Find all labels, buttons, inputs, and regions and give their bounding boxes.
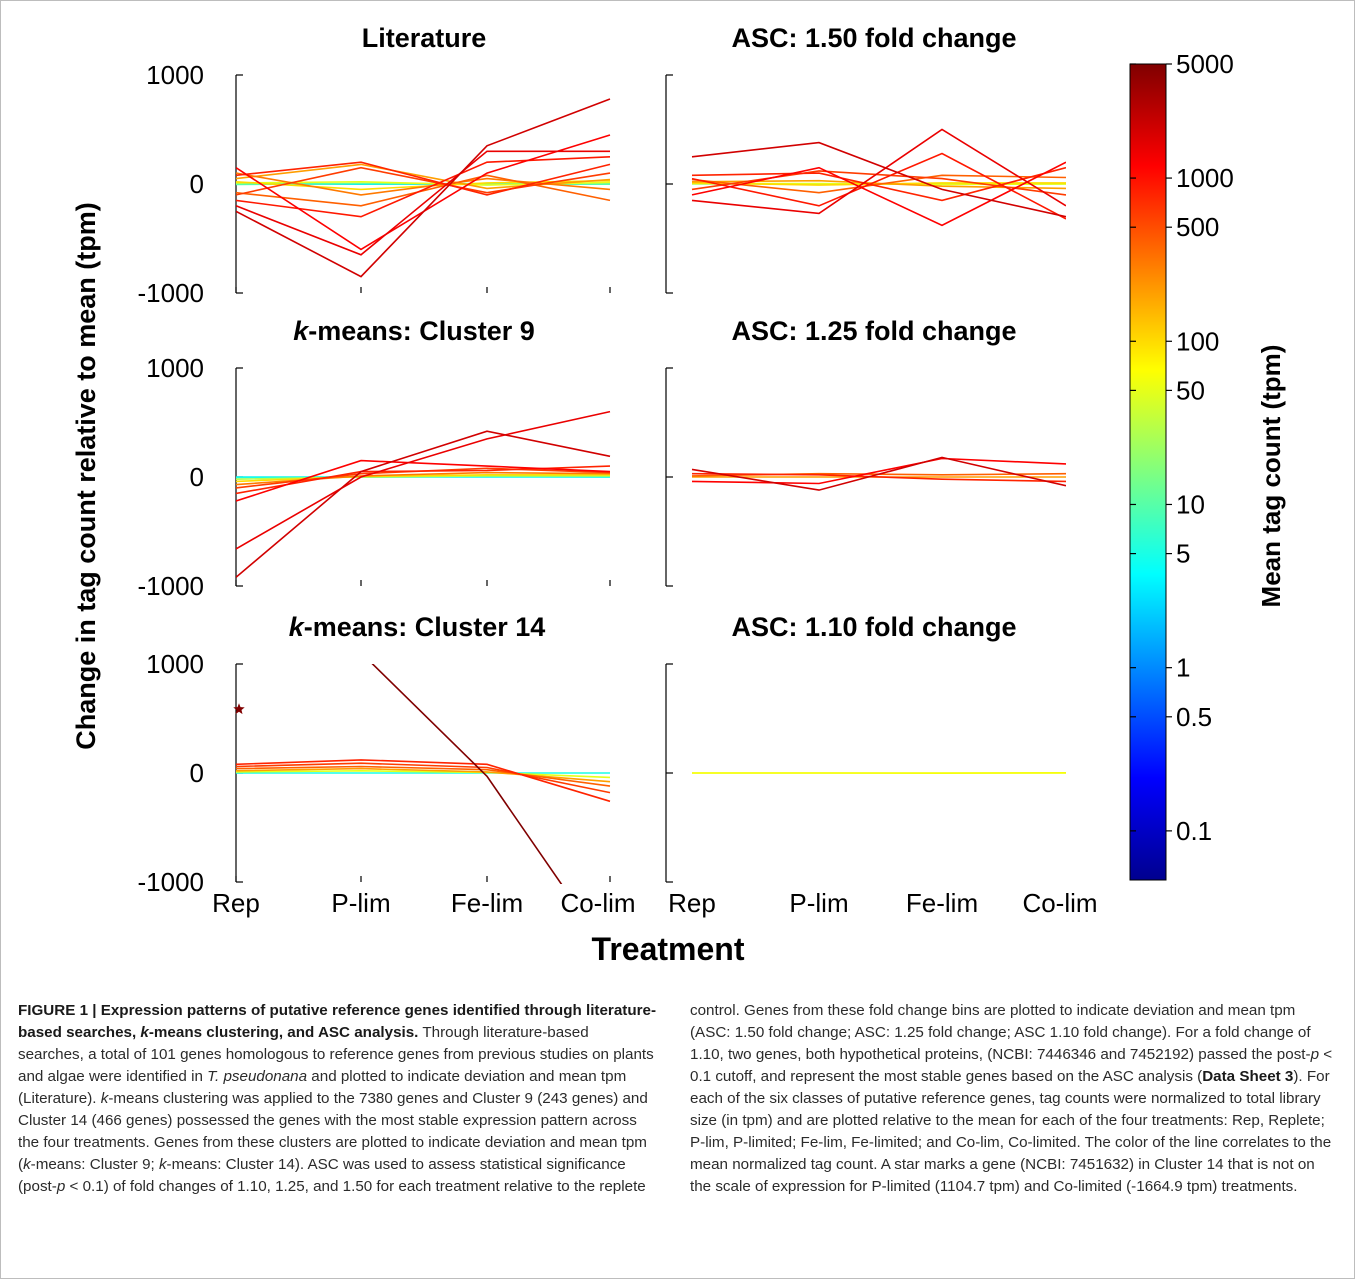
x-tick-labels-left: Rep P-lim Fe-lim Co-lim xyxy=(212,888,635,918)
panel-title-kmeans-14: k-means: Cluster 14 xyxy=(289,612,546,642)
series-line xyxy=(236,98,611,278)
series-line xyxy=(236,759,611,803)
caption-label: FIGURE 1 | Expression patterns of putati… xyxy=(18,1002,657,1041)
axes-panel-6 xyxy=(665,663,673,883)
panel-title-asc-125: ASC: 1.25 fold change xyxy=(731,316,1016,346)
series-line xyxy=(691,141,1066,218)
colorbar-tick-label: 50 xyxy=(1176,375,1205,405)
lines-layer xyxy=(233,98,1066,884)
series-line xyxy=(371,664,563,884)
panel-title-asc-110: ASC: 1.10 fold change xyxy=(731,612,1016,642)
x-tick-rep: Rep xyxy=(212,888,260,918)
y-tick-label: 1000 xyxy=(146,649,204,679)
colorbar-label: Mean tag count (tpm) xyxy=(1256,345,1286,608)
axes-layer: 1000 0 -1000 1000 0 -1000 1000 0 -1000 xyxy=(138,60,673,897)
series-line xyxy=(236,459,611,502)
series-group-panel-5 xyxy=(236,664,611,884)
caption-text: Through literature-based searches, a tot… xyxy=(18,1024,654,1195)
panel-title-literature: Literature xyxy=(362,23,487,53)
y-tick-label: 1000 xyxy=(146,60,204,90)
series-line xyxy=(236,767,611,783)
series-line xyxy=(236,473,610,483)
series-line xyxy=(236,150,610,256)
colorbar-tick-label: 1000 xyxy=(1176,163,1234,193)
x-tick-plim: P-lim xyxy=(789,888,848,918)
series-line xyxy=(236,161,611,196)
caption-text-continued: control. Genes from these fold change bi… xyxy=(690,1002,1333,1195)
y-tick-label: 0 xyxy=(190,462,204,492)
panel-title-asc-150: ASC: 1.50 fold change xyxy=(731,23,1016,53)
colorbar-tick-label: 10 xyxy=(1176,489,1205,519)
x-axis-label: Treatment xyxy=(592,931,745,967)
colorbar-tick-label: 0.5 xyxy=(1176,702,1212,732)
series-line xyxy=(236,174,611,207)
colorbar-tick-label: 5000 xyxy=(1176,49,1234,79)
series-line xyxy=(236,166,611,196)
series-line xyxy=(691,161,1066,227)
y-tick-label: 0 xyxy=(190,169,204,199)
figure-1: Literature ASC: 1.50 fold change k-means… xyxy=(71,23,1286,967)
series-line xyxy=(691,128,1066,215)
y-tick-label: -1000 xyxy=(138,867,205,897)
y-tick-label: 0 xyxy=(190,758,204,788)
series-group-panel-1 xyxy=(236,98,611,278)
star-marker xyxy=(233,703,245,715)
series-line xyxy=(691,456,1066,491)
axes-panel-1: 1000 0 -1000 xyxy=(138,60,611,308)
series-line xyxy=(691,174,1066,194)
caption-right-column: control. Genes from these fold change bi… xyxy=(690,1000,1338,1198)
series-line xyxy=(236,172,611,196)
series-line xyxy=(236,762,611,794)
x-tick-plim: P-lim xyxy=(331,888,390,918)
series-line xyxy=(691,457,1066,485)
panel-title-kmeans-9: k-means: Cluster 9 xyxy=(293,316,535,346)
x-tick-rep: Rep xyxy=(668,888,716,918)
series-group-panel-3 xyxy=(236,410,611,578)
x-tick-felim: Fe-lim xyxy=(451,888,523,918)
data-sheet-link[interactable]: Data Sheet 3 xyxy=(1202,1068,1294,1085)
x-tick-colim: Co-lim xyxy=(560,888,635,918)
colorbar-tick-label: 500 xyxy=(1176,212,1219,242)
axes-panel-2 xyxy=(665,74,673,294)
colorbar-tick-label: 1 xyxy=(1176,653,1190,683)
axes-panel-3: 1000 0 -1000 xyxy=(138,353,611,601)
series-line xyxy=(691,166,1066,202)
series-line xyxy=(236,134,611,251)
y-tick-label: -1000 xyxy=(138,278,205,308)
colorbar xyxy=(1129,63,1167,881)
series-line xyxy=(236,769,611,779)
y-tick-label: -1000 xyxy=(138,571,205,601)
series-line xyxy=(236,430,611,578)
series-group-panel-4 xyxy=(691,456,1066,491)
caption-left-column: FIGURE 1 | Expression patterns of putati… xyxy=(18,1000,658,1198)
series-group-panel-2 xyxy=(691,128,1066,227)
y-axis-label: Change in tag count relative to mean (tp… xyxy=(71,202,101,750)
y-tick-label: 1000 xyxy=(146,353,204,383)
series-line xyxy=(236,765,611,787)
colorbar-ticks: 5000 1000 500 100 50 10 5 1 0.5 0.1 xyxy=(1130,49,1234,846)
series-line xyxy=(691,472,1066,483)
series-line xyxy=(236,410,611,550)
x-tick-felim: Fe-lim xyxy=(906,888,978,918)
colorbar-tick-label: 100 xyxy=(1176,326,1219,356)
series-line xyxy=(691,152,1066,220)
colorbar-tick-label: 0.1 xyxy=(1176,816,1212,846)
axes-panel-4 xyxy=(665,367,673,587)
colorbar-tick-label: 5 xyxy=(1176,539,1190,569)
x-tick-labels-right: Rep P-lim Fe-lim Co-lim xyxy=(668,888,1097,918)
x-tick-colim: Co-lim xyxy=(1022,888,1097,918)
